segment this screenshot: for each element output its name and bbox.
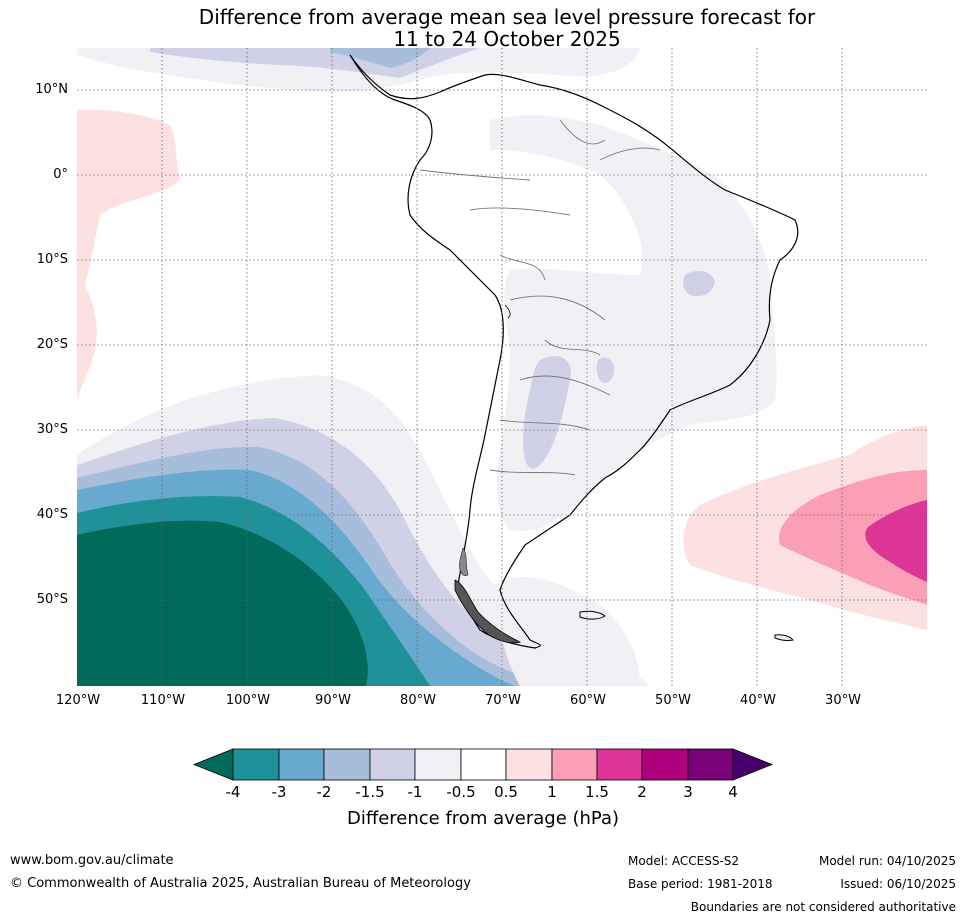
south-america-coastline: [349, 54, 799, 649]
colorbar-bin: [278, 748, 325, 781]
lake-titicaca: [504, 304, 511, 319]
lon-label-90w: 90°W: [315, 693, 351, 708]
lat-label-0: 0°: [53, 167, 68, 182]
model-name: Model: ACCESS-S2: [628, 854, 740, 868]
colorbar-tick: 1: [547, 783, 557, 801]
colorbar-tick: 2: [637, 783, 647, 801]
anomaly-field: [77, 48, 927, 686]
lon-label-110w: 110°W: [140, 693, 186, 708]
continent-outline: [349, 54, 799, 649]
colorbar-bin: [369, 748, 416, 781]
chart-title-line2: 11 to 24 October 2025: [393, 27, 621, 51]
colorbar-title: Difference from average (hPa): [346, 808, 620, 829]
country-borders: [419, 119, 661, 476]
falkland-islands: [579, 610, 606, 620]
issued-date: Issued: 06/10/2025: [840, 877, 956, 891]
colorbar-bin: [460, 748, 507, 781]
colorbar-tick: -2: [316, 783, 332, 801]
lon-label-60w: 60°W: [570, 693, 606, 708]
colorbar-bin: [641, 748, 689, 781]
colorbar-tick: -0.5: [446, 783, 476, 801]
anomaly-low-pacific-6: [77, 520, 368, 686]
lat-label-20s: 20°S: [36, 337, 68, 352]
colorbar: [192, 748, 774, 781]
lon-label-40w: 40°W: [740, 693, 776, 708]
model-run-date: Model run: 04/10/2025: [818, 854, 956, 868]
lat-label-40s: 40°S: [36, 507, 68, 522]
lat-label-50s: 50°S: [36, 592, 68, 607]
lon-label-120w: 120°W: [55, 693, 101, 708]
anomaly-low-interior-sa-2: [522, 356, 571, 469]
anomaly-high-eastern-pacific: [77, 109, 180, 400]
lon-label-70w: 70°W: [485, 693, 521, 708]
colorbar-extend-high: [732, 748, 774, 781]
colorbar-bin: [687, 748, 734, 781]
anomaly-low-north-pacific-3: [330, 48, 430, 68]
lon-label-50w: 50°W: [655, 693, 691, 708]
anomaly-low-interior-sa-3: [683, 270, 715, 297]
base-period: Base period: 1981-2018: [628, 877, 773, 891]
south-georgia: [774, 634, 794, 641]
anomaly-low-interior-sa: [490, 115, 777, 531]
anomaly-high-atlantic-2: [779, 470, 927, 605]
colorbar-tick: -1.5: [355, 783, 385, 801]
colorbar-bin: [232, 748, 280, 781]
colorbar-tick: -1: [407, 783, 423, 801]
colorbar-bin: [551, 748, 598, 781]
colorbar-bin: [323, 748, 371, 781]
anomaly-low-interior-sa-4: [596, 357, 615, 384]
anomaly-low-south-atlantic: [495, 577, 640, 686]
lon-label-80w: 80°W: [400, 693, 436, 708]
colorbar-bin: [414, 748, 462, 781]
lat-label-10n: 10°N: [35, 82, 68, 97]
anomaly-high-atlantic-3: [865, 500, 927, 582]
tierra-del-fuego: [454, 579, 522, 644]
colorbar-tick: -3: [271, 783, 287, 801]
colorbar-tick: 0.5: [494, 783, 518, 801]
colorbar-extend-low: [192, 748, 234, 781]
website-link[interactable]: www.bom.gov.au/climate: [10, 853, 174, 868]
lon-label-100w: 100°W: [225, 693, 271, 708]
colorbar-tick: 3: [683, 783, 693, 801]
copyright-text: © Commonwealth of Australia 2025, Austra…: [10, 876, 471, 891]
chart-title-line1: Difference from average mean sea level p…: [198, 5, 816, 29]
colorbar-bin: [505, 748, 553, 781]
colorbar-tick: -4: [225, 783, 241, 801]
boundary-disclaimer: Boundaries are not considered authoritat…: [690, 900, 956, 914]
colorbar-bin: [596, 748, 643, 781]
colorbar-tick: 4: [728, 783, 738, 801]
lat-label-30s: 30°S: [36, 422, 68, 437]
lat-label-10s: 10°S: [36, 252, 68, 267]
chile-fjords: [459, 547, 469, 576]
lon-label-30w: 30°W: [825, 693, 861, 708]
graticule: [77, 48, 927, 686]
colorbar-tick: 1.5: [585, 783, 609, 801]
